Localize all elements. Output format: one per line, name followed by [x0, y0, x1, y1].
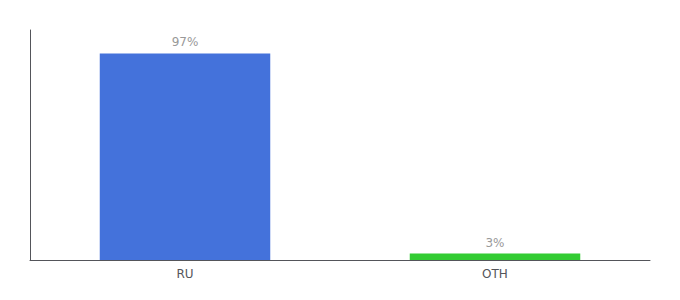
svg-text:97%: 97%	[172, 35, 199, 49]
svg-text:RU: RU	[176, 267, 193, 281]
svg-text:3%: 3%	[485, 236, 504, 250]
svg-text:OTH: OTH	[482, 267, 508, 281]
